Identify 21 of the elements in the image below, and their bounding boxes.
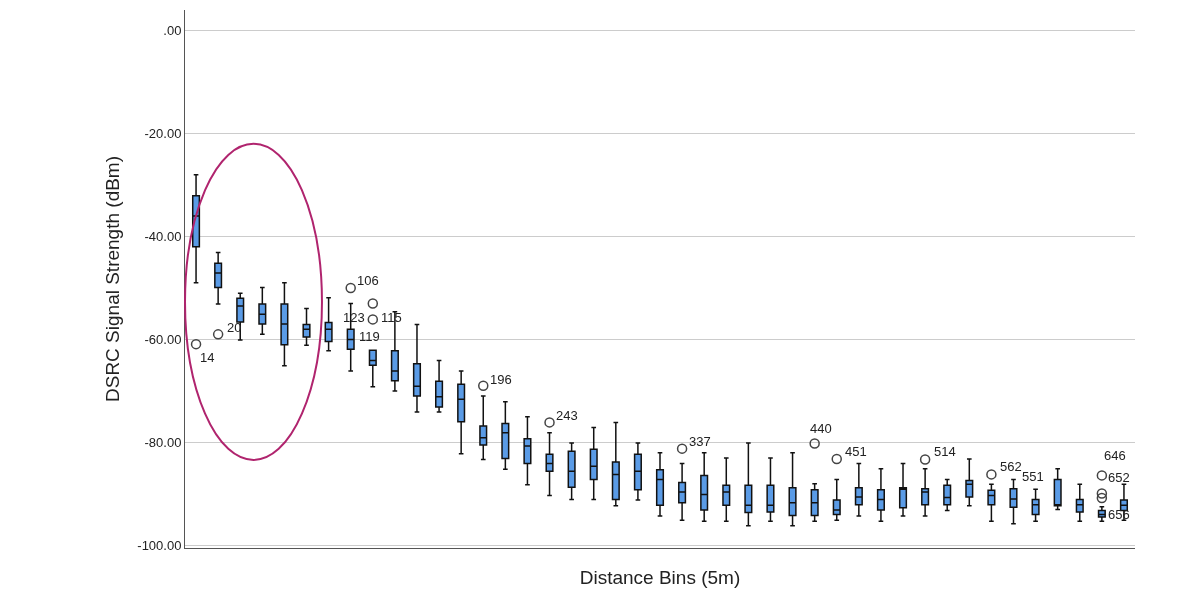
y-tick-label: -80.00 bbox=[144, 435, 182, 451]
y-tick-label: -40.00 bbox=[144, 229, 182, 245]
annotation: 562 bbox=[1000, 459, 1022, 474]
annotation: 243 bbox=[556, 408, 578, 423]
y-tick-label: .00 bbox=[163, 23, 182, 39]
annotation: 652 bbox=[1108, 470, 1130, 485]
annotation: 440 bbox=[810, 421, 832, 436]
y-tick-label: -60.00 bbox=[144, 332, 182, 348]
x-axis-title: Distance Bins (5m) bbox=[579, 566, 741, 588]
annotation: 514 bbox=[934, 444, 956, 459]
annotation: 14 bbox=[200, 350, 215, 365]
annotation: 106 bbox=[357, 273, 379, 288]
annotation: 551 bbox=[1022, 469, 1044, 484]
annotation: 196 bbox=[490, 372, 512, 387]
y-axis-title: DSRC Signal Strength (dBm) bbox=[102, 155, 124, 403]
y-tick-label: -20.00 bbox=[144, 126, 182, 142]
y-tick-label: -100.00 bbox=[137, 537, 182, 553]
annotation: 646 bbox=[1104, 448, 1126, 463]
annotation: 119 bbox=[359, 329, 380, 344]
annotation: 337 bbox=[689, 434, 711, 449]
annotation: 451 bbox=[845, 444, 867, 459]
